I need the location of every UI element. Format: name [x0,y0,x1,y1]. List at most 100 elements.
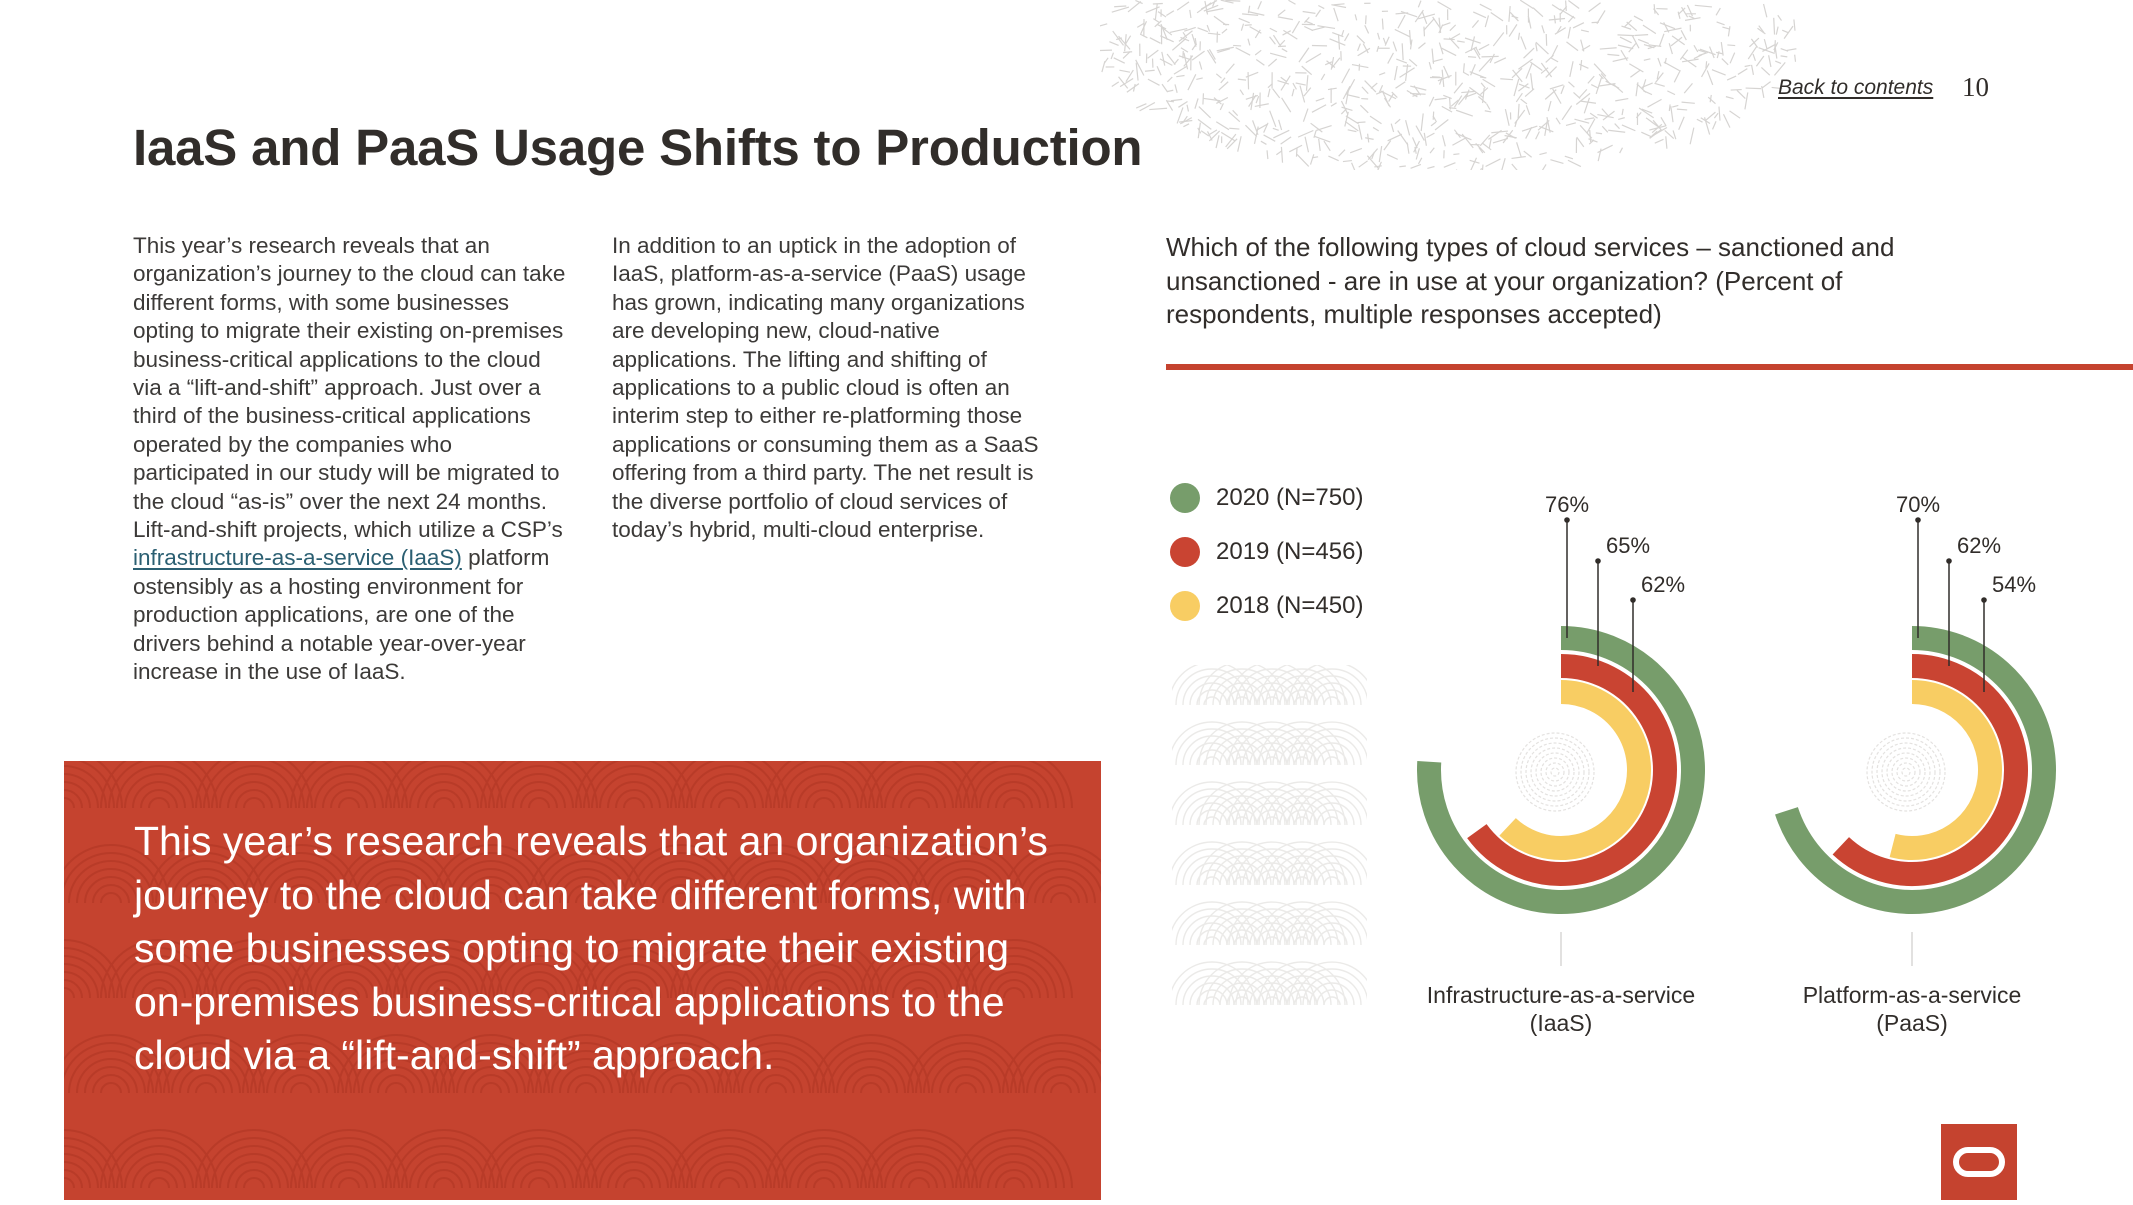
texture-stroke [1167,101,1174,102]
quote-pattern-arc [339,798,359,808]
back-to-contents-link[interactable]: Back to contents [1778,76,1933,100]
texture-stroke [1480,135,1490,146]
texture-stroke [1479,58,1491,71]
texture-stroke [1119,70,1130,72]
texture-stroke [1548,101,1551,111]
page-number: 10 [1962,72,1989,103]
texture-stroke [1677,109,1687,110]
legend-item-2018: 2018 (N=450) [1170,589,1363,623]
texture-stroke [1100,24,1107,28]
texture-stroke [1347,95,1360,98]
texture-stroke [1669,104,1670,111]
texture-stroke [1530,62,1542,71]
texture-stroke [1618,45,1633,48]
data-label: 76% [1545,492,1589,517]
texture-stroke [1756,56,1764,66]
texture-stroke [1128,2,1141,12]
legend-item-2019: 2019 (N=456) [1170,535,1363,569]
texture-stroke [1208,33,1220,34]
texture-stroke [1536,43,1537,51]
texture-stroke [1638,39,1649,43]
texture-stroke [1273,89,1280,98]
texture-stroke [1381,91,1396,99]
texture-stroke [1316,10,1321,17]
body-text-part-1: This year’s research reveals that an org… [133,233,565,542]
texture-stroke [1764,4,1767,17]
texture-stroke [1316,98,1324,101]
texture-stroke [1114,58,1125,63]
texture-stroke [1493,33,1503,47]
texture-stroke [1444,39,1455,40]
texture-stroke [1565,156,1573,159]
texture-stroke [1514,79,1519,96]
texture-stroke [1270,28,1277,32]
quote-pattern-arc [956,1083,976,1093]
texture-stroke [1486,159,1501,167]
texture-stroke [1391,124,1393,132]
category-label-line1: Platform-as-a-service [1803,982,2022,1008]
texture-stroke [1749,38,1758,47]
texture-stroke [1355,14,1357,20]
quote-pattern-arc [1051,893,1071,903]
texture-stroke [1568,160,1581,166]
texture-stroke [1539,153,1546,155]
texture-stroke [1621,26,1631,29]
texture-stroke [1643,79,1646,89]
texture-stroke [1672,105,1678,107]
texture-stroke [1370,116,1382,124]
quote-pattern-arc [402,766,486,808]
texture-stroke [1424,27,1425,37]
texture-stroke [1418,158,1421,164]
texture-stroke [1278,17,1293,20]
texture-stroke [1424,133,1426,146]
texture-stroke [1399,166,1405,167]
texture-stroke [1550,160,1563,164]
texture-stroke [1608,130,1625,132]
texture-stroke [1551,58,1558,62]
texture-stroke [1190,10,1191,18]
texture-stroke [1556,118,1560,124]
iaas-link[interactable]: infrastructure-as-a-service (IaaS) [133,545,462,570]
texture-stroke [1192,51,1204,60]
texture-stroke [1515,110,1525,124]
texture-stroke [1450,34,1460,40]
chart-center-texture [1902,768,1910,776]
texture-stroke [1537,164,1546,170]
texture-stroke [1255,50,1261,55]
chart-center-texture [1892,758,1920,786]
texture-stroke [1123,52,1132,53]
chart-center-texture [1872,738,1940,806]
texture-stroke [1365,25,1369,33]
texture-stroke [1641,132,1651,136]
texture-stroke [1602,126,1608,132]
texture-stroke [1667,91,1675,95]
texture-stroke [1620,37,1632,43]
quote-pattern-arc [402,1146,486,1188]
legend-label-2018: 2018 (N=450) [1216,592,1363,620]
texture-stroke [1454,130,1460,138]
texture-stroke [1411,164,1421,168]
texture-stroke [1438,2,1452,10]
texture-stroke [1472,20,1478,27]
texture-stroke [1289,145,1302,152]
chart-center-texture [1897,763,1915,781]
texture-stroke [1153,19,1159,23]
quote-pattern-arc [64,1178,74,1188]
texture-stroke [1255,104,1269,107]
chart-center-texture [1541,758,1569,786]
texture-stroke [1183,124,1189,127]
texture-stroke [1410,86,1426,90]
texture-stroke [1216,122,1229,130]
texture-stroke [1647,99,1661,107]
texture-stroke [1283,30,1297,39]
texture-stroke [1158,12,1166,17]
texture-stroke [1174,59,1178,64]
texture-stroke [1348,130,1357,132]
texture-stroke [1761,67,1769,75]
texture-stroke [1162,84,1168,92]
chart-center-texture [1526,743,1584,801]
texture-stroke [1204,98,1221,100]
texture-stroke [1525,89,1534,97]
texture-stroke [1509,24,1517,36]
texture-stroke [1730,53,1735,64]
